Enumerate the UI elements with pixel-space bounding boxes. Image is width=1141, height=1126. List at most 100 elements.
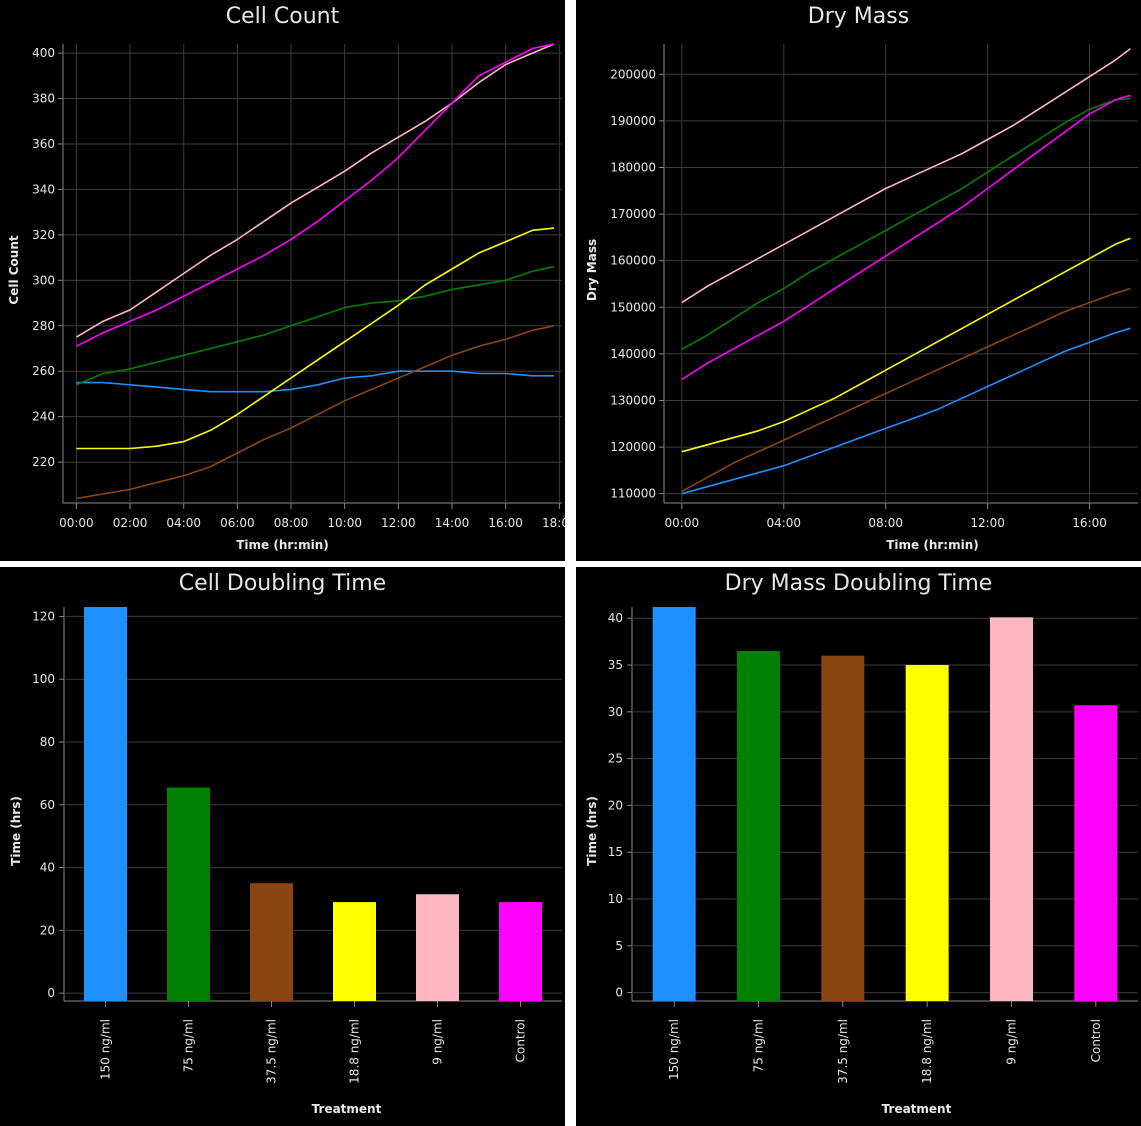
y-tick-label: 150000 — [610, 300, 656, 314]
x-tick-label: Control — [1089, 1019, 1103, 1062]
series-line-4 — [76, 227, 555, 450]
series-line-4 — [681, 237, 1131, 453]
x-axis-label: Treatment — [881, 1102, 952, 1116]
bar-6 — [499, 902, 542, 1001]
dry-mass-chart: Dry Mass 110000 120000 130000 140000 150000 1… — [576, 0, 1141, 561]
bar-4 — [905, 665, 949, 1001]
x-tick-label: 10:00 — [327, 516, 362, 530]
bar-5 — [990, 617, 1033, 1001]
x-axis-label: Time (hr:min) — [236, 538, 329, 552]
bar-1 — [84, 607, 127, 1001]
y-tick-label: 10 — [608, 892, 623, 906]
x-tick-label: 37.5 ng/ml — [265, 1019, 279, 1084]
y-axis-label: Dry Mass — [585, 238, 599, 302]
cell-doubling-time-chart: Cell Doubling Time 0 20 40 60 80 100 120 150 ng… — [0, 567, 565, 1126]
y-tick-label: 140000 — [610, 347, 656, 361]
x-tick-label: 16:00 — [488, 516, 523, 530]
y-tick-label: 180000 — [610, 160, 656, 174]
x-tick-label: 150 ng/ml — [99, 1019, 113, 1080]
y-tick-label: 40 — [608, 611, 623, 625]
dry-mass-plot: 110000 120000 130000 140000 150000 160000 1700… — [610, 44, 1138, 530]
y-tick-label: 380 — [32, 92, 55, 106]
x-tick-label: 9 ng/ml — [431, 1019, 445, 1065]
y-tick-label: 60 — [40, 798, 55, 812]
series-line-2 — [76, 265, 555, 386]
series-line-1 — [681, 327, 1131, 495]
x-tick-label: 08:00 — [868, 516, 903, 530]
y-axis-label: Cell Count — [7, 235, 21, 305]
bar-1 — [652, 607, 696, 1001]
x-tick-label: 18.8 ng/ml — [920, 1019, 934, 1084]
y-tick-label: 110000 — [610, 487, 656, 501]
bar-2 — [737, 650, 780, 1001]
y-tick-label: 25 — [608, 752, 623, 766]
x-tick-label: 9 ng/ml — [1005, 1019, 1019, 1065]
y-tick-label: 160000 — [610, 254, 656, 268]
series-line-6 — [76, 43, 555, 347]
bar-5 — [416, 894, 459, 1001]
x-tick-label: 02:00 — [113, 516, 148, 530]
x-tick-label: 16:00 — [1072, 516, 1107, 530]
y-tick-label: 5 — [615, 939, 623, 953]
dry-mass-doubling-time-chart: Dry Mass Doubling Time 0 5 10 15 20 25 30 35 40 1… — [576, 567, 1141, 1126]
chart-title: Cell Doubling Time — [178, 571, 387, 596]
x-axis-label: Time (hr:min) — [886, 538, 979, 552]
y-tick-label: 240 — [32, 410, 55, 424]
chart-title: Dry Mass Doubling Time — [724, 571, 993, 596]
x-tick-label: 00:00 — [665, 516, 700, 530]
series-line-6 — [681, 94, 1131, 381]
series-line-3 — [681, 287, 1131, 493]
x-tick-label: 75 ng/ml — [182, 1019, 196, 1072]
x-tick-label: 12:00 — [970, 516, 1005, 530]
y-tick-label: 320 — [32, 228, 55, 242]
y-tick-label: 20 — [608, 798, 623, 812]
x-axis-label: Treatment — [311, 1102, 382, 1116]
x-tick-label: 00:00 — [59, 516, 94, 530]
x-tick-label: 75 ng/ml — [752, 1019, 766, 1072]
x-tick-label: 06:00 — [220, 516, 255, 530]
bar-6 — [1074, 705, 1118, 1001]
y-tick-label: 100 — [32, 672, 55, 686]
y-tick-label: 30 — [608, 705, 623, 719]
y-tick-label: 280 — [32, 319, 55, 333]
series-line-5 — [681, 48, 1131, 304]
y-tick-label: 300 — [32, 273, 55, 287]
y-axis-label: Time (hrs) — [9, 796, 23, 866]
x-tick-label: 04:00 — [166, 516, 201, 530]
y-tick-label: 120 — [32, 609, 55, 623]
y-tick-label: 400 — [32, 46, 55, 60]
y-tick-label: 340 — [32, 182, 55, 196]
bar-3 — [821, 655, 865, 1001]
series-line-3 — [76, 325, 555, 500]
x-tick-label: Control — [514, 1019, 528, 1062]
y-tick-label: 260 — [32, 364, 55, 378]
y-tick-label: 0 — [47, 986, 55, 1000]
y-tick-label: 0 — [615, 986, 623, 1000]
chart-title: Cell Count — [225, 4, 340, 29]
bar-4 — [333, 902, 376, 1001]
chart-title: Dry Mass — [807, 4, 910, 29]
x-tick-label: 18:00 — [542, 516, 565, 530]
y-tick-label: 80 — [40, 735, 55, 749]
x-tick-label: 04:00 — [766, 516, 801, 530]
y-tick-label: 40 — [40, 861, 55, 875]
dry-mass-doubling-time-plot: 0 5 10 15 20 25 30 35 40 150 ng/ml 75 ng/ml 37.5 ng… — [608, 607, 1138, 1084]
y-tick-label: 220 — [32, 455, 55, 469]
series-line-2 — [681, 97, 1131, 350]
y-tick-label: 20 — [40, 923, 55, 937]
y-tick-label: 190000 — [610, 114, 656, 128]
bar-2 — [167, 787, 210, 1001]
cell-count-plot: 220 240 260 280 300 320 340 360 380 400 00:00 02:00… — [32, 43, 565, 530]
x-tick-label: 37.5 ng/ml — [836, 1019, 850, 1084]
y-tick-label: 130000 — [610, 393, 656, 407]
x-tick-label: 08:00 — [274, 516, 309, 530]
y-tick-label: 15 — [608, 845, 623, 859]
cell-count-chart: Cell Count 220 240 260 280 300 320 340 360 380 40… — [0, 0, 565, 561]
y-tick-label: 200000 — [610, 67, 656, 81]
y-tick-label: 120000 — [610, 440, 656, 454]
x-tick-label: 18.8 ng/ml — [348, 1019, 362, 1084]
bar-3 — [250, 883, 293, 1001]
series-line-1 — [76, 370, 554, 393]
y-tick-label: 360 — [32, 137, 55, 151]
y-tick-label: 35 — [608, 658, 623, 672]
